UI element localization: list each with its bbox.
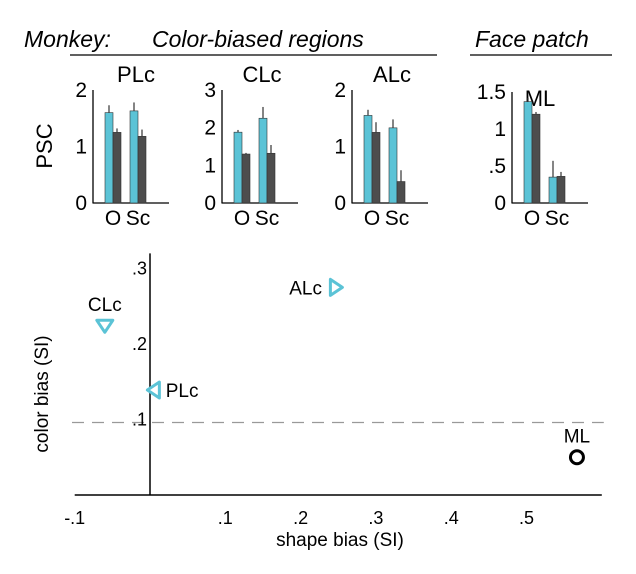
face-patch-header: Face patch	[475, 26, 589, 52]
bar-ytick-label-clc: 0	[204, 192, 216, 215]
bar-category-label-plc: O	[105, 207, 121, 230]
scatter-ytick-label: .3	[132, 259, 147, 279]
bar-ytick-label-clc: 3	[204, 79, 216, 102]
scatter-point-ml-label: ML	[564, 426, 590, 447]
bar-plc-sc-s0	[129, 110, 139, 204]
scatter-point-alc-label: ALc	[289, 278, 322, 299]
scatter-ylabel: color bias (SI)	[32, 335, 53, 452]
bar-plc-sc-s1	[137, 136, 147, 204]
bar-ytick-label-plc: 2	[75, 79, 87, 102]
bar-clc-o-s1	[241, 153, 251, 204]
bar-alc-sc-s1	[396, 181, 406, 204]
monkey-header: Monkey:	[24, 26, 111, 52]
bar-ml-o-s0	[523, 101, 533, 204]
bar-ytick-label-ml: .5	[488, 155, 506, 178]
bar-category-label-clc: O	[234, 207, 250, 230]
scatter-xtick-label: .5	[519, 508, 534, 528]
bar-category-label-ml: Sc	[545, 207, 570, 230]
scatter-ytick-label: .2	[132, 334, 147, 354]
scatter-point-plc-label: PLc	[166, 381, 199, 402]
bar-clc-o-s0	[233, 131, 243, 204]
bar-category-label-plc: Sc	[126, 207, 151, 230]
bar-ytick-label-alc: 1	[334, 136, 346, 159]
scatter-ytick-label: .1	[132, 410, 147, 430]
bar-ml-o-s1	[531, 113, 541, 204]
bar-category-label-ml: O	[524, 207, 540, 230]
bar-ml-sc-s1	[556, 176, 566, 204]
bar-ytick-label-clc: 1	[204, 154, 216, 177]
bar-ytick-label-ml: 1.5	[477, 81, 506, 104]
bar-ytick-label-ml: 1	[494, 118, 506, 141]
bar-ytick-label-alc: 2	[334, 79, 346, 102]
bar-plc-o-s0	[104, 112, 114, 204]
bar-ytick-label-ml: 0	[494, 192, 506, 215]
scatter-point-clc-label: CLc	[88, 295, 122, 316]
bar-clc-sc-s0	[258, 117, 268, 204]
bar-title-clc: CLc	[242, 62, 281, 87]
scatter-xtick-label: .3	[368, 508, 383, 528]
scatter-xtick-label: -.1	[64, 508, 85, 528]
bar-ytick-label-plc: 1	[75, 136, 87, 159]
scatter-point-plc	[145, 380, 161, 400]
bar-ylabel-psc: PSC	[32, 123, 57, 168]
bar-ytick-label-clc: 2	[204, 117, 216, 140]
bar-alc-o-s0	[363, 115, 373, 204]
bar-category-label-alc: O	[364, 207, 380, 230]
scatter-xtick-label: .4	[444, 508, 459, 528]
bar-ml-sc-s0	[548, 176, 558, 204]
bar-category-label-alc: Sc	[385, 207, 410, 230]
scatter-xtick-label: .2	[293, 508, 308, 528]
bar-plc-o-s1	[112, 132, 122, 204]
scatter-point-clc	[95, 318, 115, 334]
bar-clc-sc-s1	[266, 152, 276, 204]
bar-alc-o-s1	[371, 132, 381, 204]
bar-title-plc: PLc	[117, 62, 155, 87]
scatter-point-alc	[328, 277, 344, 297]
color-biased-header: Color-biased regions	[152, 26, 364, 52]
bar-alc-sc-s0	[388, 127, 398, 204]
bar-category-label-clc: Sc	[255, 207, 280, 230]
scatter-xlabel: shape bias (SI)	[276, 530, 404, 551]
bar-title-alc: ALc	[373, 62, 411, 87]
bar-ytick-label-plc: 0	[75, 192, 87, 215]
scatter-point-ml	[568, 449, 585, 466]
bar-ytick-label-alc: 0	[334, 192, 346, 215]
scatter-xtick-label: .1	[218, 508, 233, 528]
